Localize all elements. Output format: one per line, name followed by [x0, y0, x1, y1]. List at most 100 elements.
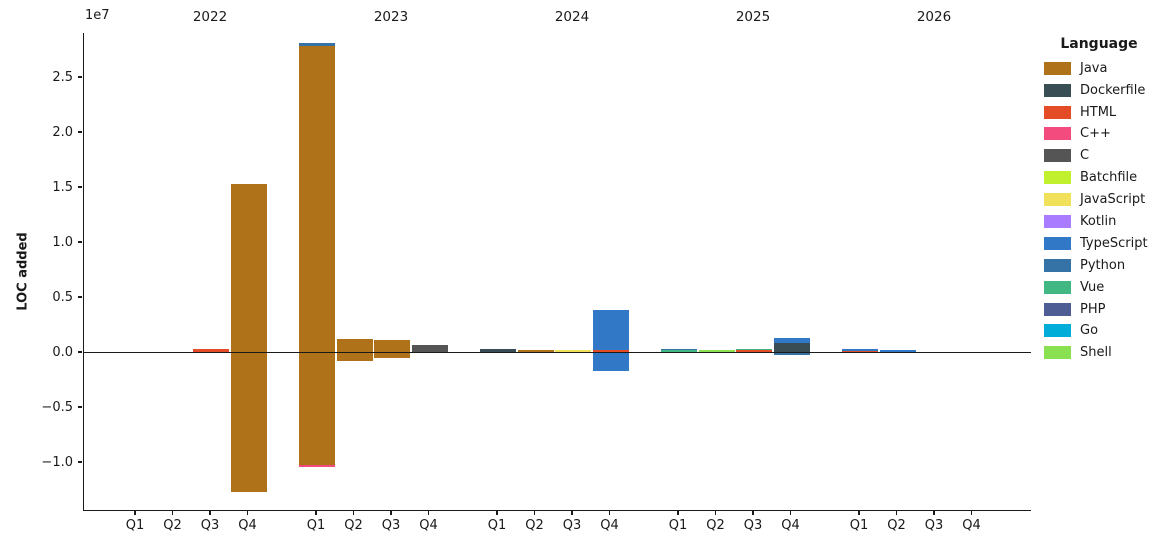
legend-item-dockerfile: Dockerfile [1041, 82, 1171, 99]
bar-segment-python [773, 352, 810, 355]
year-label: 2024 [554, 9, 590, 25]
legend-item-label: Java [1080, 60, 1108, 76]
legend-item-c: C [1041, 148, 1171, 165]
bar-segment-c [299, 465, 335, 468]
bar-segment-python [661, 348, 697, 351]
legend-item-vue: Vue [1041, 279, 1171, 296]
bar-segment-vue [661, 350, 697, 352]
legend-items: Java Dockerfile HTML C++ C Batchfile JavaScrip… [1041, 60, 1171, 361]
bar-segment-vue [736, 348, 772, 350]
y-tick-mark [78, 131, 82, 133]
y-tick-mark [78, 76, 82, 78]
x-tick-label: Q3 [924, 518, 944, 533]
x-tick-mark [427, 511, 430, 515]
x-tick-label: Q1 [487, 518, 507, 533]
legend-item-label: C [1080, 148, 1090, 164]
x-tick-label: Q4 [781, 518, 800, 533]
x-tick-label: Q1 [306, 518, 326, 533]
legend-item-label: Shell [1080, 345, 1112, 361]
bar-segment-c [411, 344, 448, 352]
legend-item-python: Python [1041, 257, 1171, 274]
bar-segment-java [374, 339, 410, 352]
bar-segment-typescript [773, 338, 810, 344]
x-tick-mark [209, 511, 211, 515]
legend-item-label: Batchfile [1080, 170, 1138, 186]
x-tick-label: Q1 [125, 518, 145, 533]
x-tick-label: Q3 [562, 518, 582, 533]
bar-segment-java [374, 352, 410, 358]
x-tick-mark [970, 511, 973, 515]
zero-axis-line [84, 351, 1031, 353]
x-tick-mark [858, 511, 860, 515]
y-tick-mark [78, 406, 82, 408]
bar-segment-java [336, 352, 373, 361]
x-tick-label: Q2 [525, 518, 544, 533]
x-tick-label: Q2 [344, 518, 363, 533]
legend-item-batchfile: Batchfile [1041, 169, 1171, 186]
x-tick-mark [496, 511, 498, 515]
x-tick-mark [789, 511, 792, 515]
legend-swatch-icon [1044, 302, 1071, 316]
y-axis-offset-text: 1e7 [85, 8, 110, 23]
x-tick-label: Q4 [419, 518, 438, 533]
y-tick-label: 0.5 [52, 289, 73, 305]
y-tick-label: 2.0 [52, 124, 73, 140]
bar-segment-python [299, 42, 335, 47]
bar-segment-javascript [555, 350, 591, 352]
bar-segment-java [299, 352, 335, 466]
legend: Language Java Dockerfile HTML C++ C Batchfile… [1041, 36, 1171, 366]
x-tick-mark [895, 511, 898, 515]
legend-swatch-icon [1044, 61, 1071, 75]
bar-segment-typescript [842, 349, 878, 351]
x-tick-mark [933, 511, 935, 515]
x-tick-label: Q3 [381, 518, 401, 533]
y-tick-mark [78, 186, 82, 188]
bar-segment-html [736, 349, 772, 352]
x-tick-label: Q3 [743, 518, 763, 533]
bar-segment-html [193, 348, 229, 352]
legend-swatch-icon [1044, 346, 1071, 360]
legend-item-php: PHP [1041, 301, 1171, 318]
legend-swatch-icon [1044, 280, 1071, 294]
legend-item-label: Dockerfile [1080, 82, 1146, 98]
y-tick-label: 1.5 [52, 179, 73, 195]
y-tick-mark [78, 461, 82, 463]
bar-segment-dockerfile [773, 343, 810, 352]
legend-item-label: Go [1080, 323, 1099, 339]
x-tick-mark [246, 511, 249, 515]
x-tick-mark [677, 511, 679, 515]
y-tick-label: 1.0 [52, 234, 73, 250]
year-label: 2026 [916, 9, 952, 25]
x-tick-mark [571, 511, 573, 515]
legend-swatch-icon [1044, 83, 1071, 97]
legend-swatch-icon [1044, 127, 1071, 141]
bar-segment-dockerfile [480, 349, 516, 352]
x-tick-mark [352, 511, 355, 515]
legend-swatch-icon [1044, 236, 1071, 250]
bar-segment-java [336, 338, 373, 352]
legend-swatch-icon [1044, 171, 1071, 185]
legend-swatch-icon [1044, 214, 1071, 228]
legend-swatch-icon [1044, 193, 1071, 207]
bar-segment-html [592, 349, 629, 352]
legend-item-label: Kotlin [1080, 213, 1117, 229]
x-tick-label: Q4 [238, 518, 257, 533]
legend-item-c: C++ [1041, 126, 1171, 143]
legend-item-label: C++ [1080, 126, 1111, 142]
legend-item-label: JavaScript [1080, 192, 1146, 208]
y-tick-label: 0.0 [52, 344, 73, 360]
y-tick-mark [78, 351, 82, 353]
x-tick-label: Q1 [849, 518, 869, 533]
plot-area [83, 33, 1031, 511]
bar-segment-typescript [592, 352, 629, 371]
bar-segment-shell [698, 349, 735, 352]
legend-swatch-icon [1044, 324, 1071, 338]
legend-item-label: PHP [1080, 301, 1106, 317]
legend-item-label: Vue [1080, 279, 1105, 295]
legend-item-label: Python [1080, 257, 1126, 273]
year-label: 2025 [735, 9, 771, 25]
legend-item-shell: Shell [1041, 345, 1171, 362]
legend-item-go: Go [1041, 323, 1171, 340]
x-tick-mark [714, 511, 717, 515]
